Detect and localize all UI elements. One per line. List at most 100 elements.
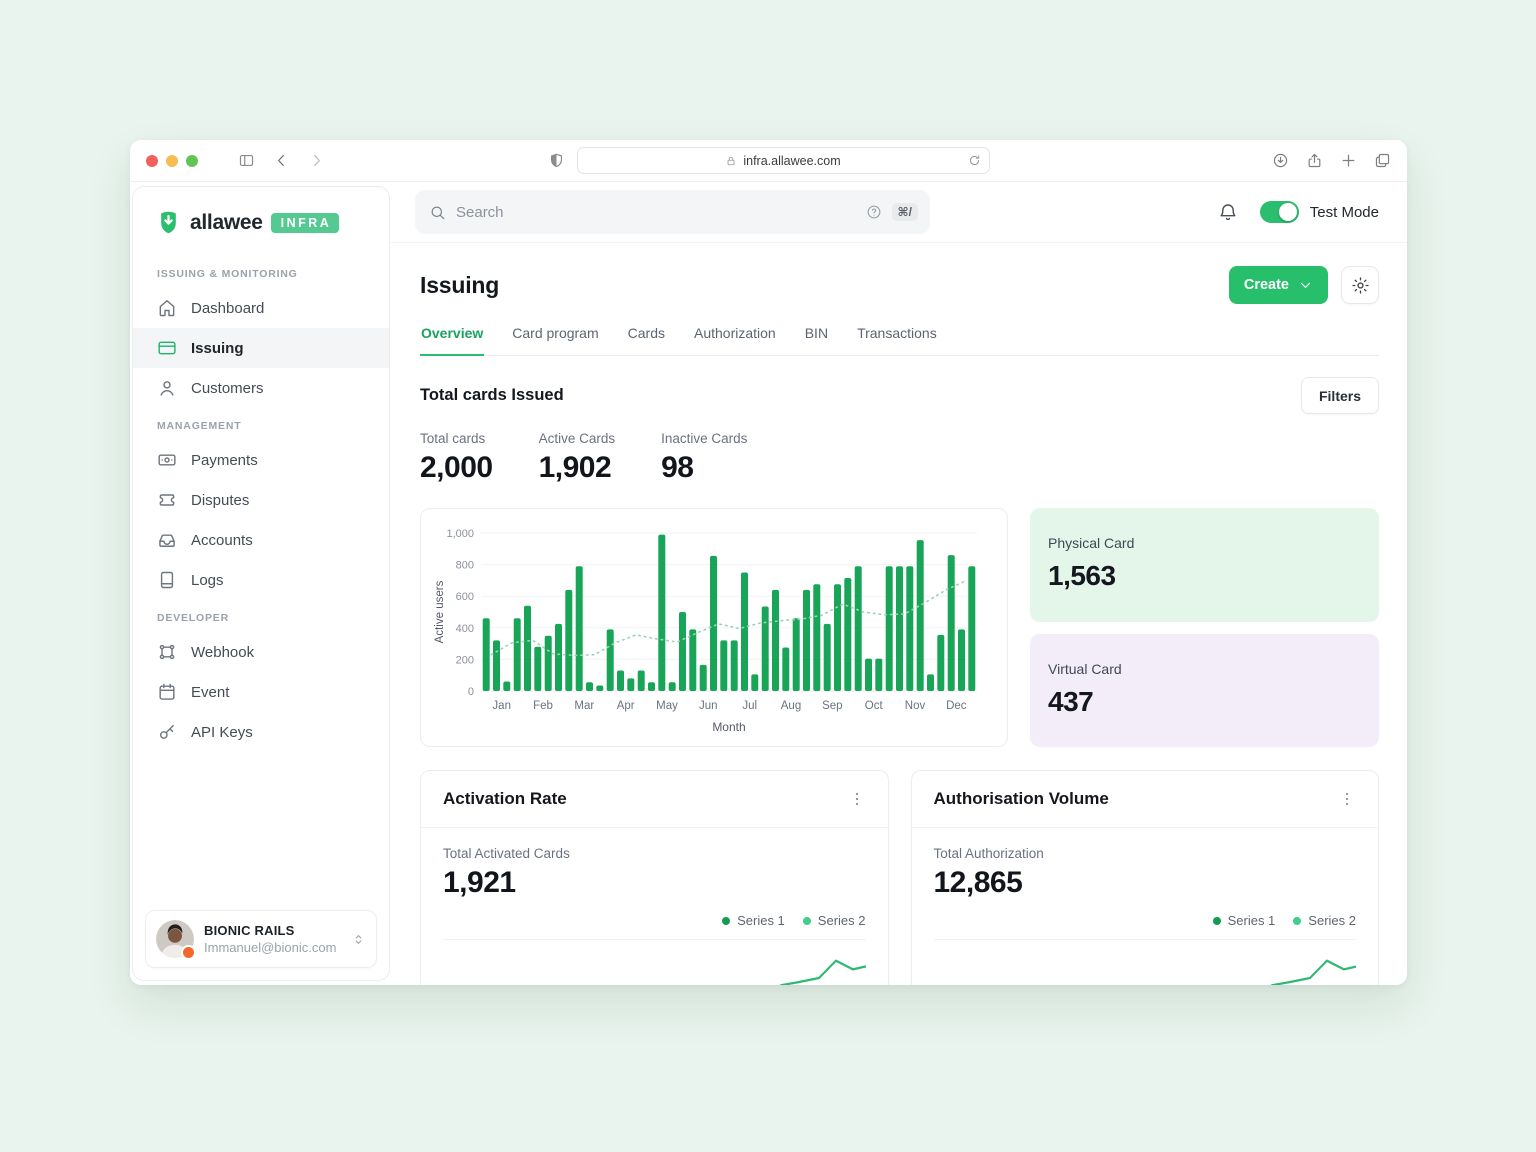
close-button[interactable] xyxy=(146,154,158,167)
zoom-button[interactable] xyxy=(186,154,198,167)
minimize-button[interactable] xyxy=(166,154,178,167)
test-mode-toggle[interactable]: Test Mode xyxy=(1259,201,1379,223)
toggle-track[interactable] xyxy=(1259,201,1299,223)
help-icon[interactable] xyxy=(866,204,882,220)
bar xyxy=(627,678,635,691)
page-content: Issuing Create Overview Card program Cards… xyxy=(390,243,1407,985)
card-menu-icon[interactable] xyxy=(1338,790,1356,808)
settings-button[interactable] xyxy=(1341,266,1379,304)
card-stat-label: Total Activated Cards xyxy=(443,846,570,861)
sidebar-item-webhook[interactable]: Webhook xyxy=(133,632,389,672)
bar xyxy=(617,670,624,691)
infra-badge: INFRA xyxy=(270,212,340,233)
address-bar[interactable]: infra.allawee.com xyxy=(576,147,990,174)
chevron-down-icon xyxy=(1298,278,1313,293)
stat-value: 1,902 xyxy=(538,451,612,484)
svg-text:Jan: Jan xyxy=(492,700,511,712)
downloads-icon[interactable] xyxy=(1272,152,1289,169)
bar xyxy=(896,566,903,691)
bar xyxy=(875,658,883,691)
card-menu-icon[interactable] xyxy=(848,790,866,808)
new-tab-icon[interactable] xyxy=(1340,152,1357,169)
tab-transactions[interactable]: Transactions xyxy=(857,325,937,341)
test-mode-label: Test Mode xyxy=(1309,203,1379,221)
bar xyxy=(544,635,552,691)
sidebar-item-label: Accounts xyxy=(191,531,253,549)
shortcut-badge: ⌘/ xyxy=(891,203,918,221)
browser-window: infra.allawee.com allawee INFRA ISSUING … xyxy=(130,140,1407,985)
stat-label: Active Cards xyxy=(538,431,616,446)
tab-overview[interactable]: Overview xyxy=(420,325,485,356)
bar xyxy=(575,566,583,691)
user-name: BIONIC RAILS xyxy=(204,923,295,938)
legend-label: Series 2 xyxy=(817,913,866,928)
sidebar-item-disputes[interactable]: Disputes xyxy=(133,480,389,520)
select-chevrons-icon xyxy=(351,932,366,947)
sidebar-nav: ISSUING & MONITORING Dashboard Issuing Cust… xyxy=(133,250,389,898)
bar xyxy=(513,618,521,691)
legend-label: Series 1 xyxy=(1227,913,1276,928)
privacy-shield-icon[interactable] xyxy=(548,152,565,169)
active-users-chart-card: 0 200 400 600 800 1,000 Active users Jan Feb Mar A… xyxy=(420,508,1008,747)
bar xyxy=(482,618,490,691)
bar xyxy=(741,572,748,691)
app-logo[interactable]: allawee INFRA xyxy=(133,187,389,250)
filters-button[interactable]: Filters xyxy=(1300,377,1379,414)
sidebar-item-api-keys[interactable]: API Keys xyxy=(133,712,389,752)
bar xyxy=(813,584,821,691)
sidebar-item-label: Issuing xyxy=(191,339,244,357)
chart-legend: Series 1 Series 2 xyxy=(934,913,1356,928)
sidebar-item-event[interactable]: Event xyxy=(133,672,389,712)
panel-label: Physical Card xyxy=(1048,535,1135,551)
card-authorisation-volume: Authorisation Volume Total Authorization… xyxy=(910,770,1379,985)
webhook-icon xyxy=(157,642,177,662)
sidebar-item-dashboard[interactable]: Dashboard xyxy=(133,288,389,328)
bar xyxy=(834,584,841,691)
search-input[interactable]: Search ⌘/ xyxy=(415,190,930,234)
forward-icon[interactable] xyxy=(308,152,325,169)
stat-total-cards: Total cards 2,000 xyxy=(420,431,493,485)
sidebar-section-label: DEVELOPER xyxy=(157,612,229,624)
bar xyxy=(751,674,759,691)
bar xyxy=(865,658,872,691)
notifications-bell-icon[interactable] xyxy=(1218,202,1238,222)
bar xyxy=(586,682,593,691)
bar xyxy=(637,670,645,691)
sparkline-chart xyxy=(779,959,866,985)
card-activation-rate: Activation Rate Total Activated Cards 1,… xyxy=(420,770,889,985)
bar xyxy=(968,566,976,691)
tab-bar: Overview Card program Cards Authorization BI… xyxy=(420,325,1379,356)
sidebar-item-accounts[interactable]: Accounts xyxy=(133,520,389,560)
bar xyxy=(958,629,965,691)
share-icon[interactable] xyxy=(1306,152,1323,169)
svg-text:Jul: Jul xyxy=(742,700,757,712)
stats-row: Total cards 2,000 Active Cards 1,902 Inact… xyxy=(420,431,1379,485)
tab-authorization[interactable]: Authorization xyxy=(694,325,776,341)
bar xyxy=(503,681,511,691)
search-icon xyxy=(429,204,446,221)
panel-value: 1,563 xyxy=(1048,560,1116,591)
tab-bin[interactable]: BIN xyxy=(804,325,829,341)
tab-cards[interactable]: Cards xyxy=(627,325,665,341)
svg-text:Feb: Feb xyxy=(533,700,553,712)
svg-text:Mar: Mar xyxy=(574,700,594,712)
sidebar-item-logs[interactable]: Logs xyxy=(133,560,389,600)
bar xyxy=(792,618,800,691)
sidebar: allawee INFRA ISSUING & MONITORING Dashbo… xyxy=(132,186,390,981)
bar xyxy=(658,534,666,691)
bar xyxy=(720,640,728,691)
sidebar-item-issuing[interactable]: Issuing xyxy=(133,328,389,368)
stat-value: 98 xyxy=(661,451,694,484)
stat-inactive-cards: Inactive Cards 98 xyxy=(661,431,747,485)
sidebar-item-customers[interactable]: Customers xyxy=(133,368,389,408)
sidebar-item-payments[interactable]: Payments xyxy=(133,440,389,480)
tab-overview-icon[interactable] xyxy=(1374,152,1391,169)
bar xyxy=(937,634,945,691)
reload-icon[interactable] xyxy=(968,154,981,167)
back-icon[interactable] xyxy=(273,152,290,169)
banknote-icon xyxy=(157,450,177,470)
tab-card-program[interactable]: Card program xyxy=(512,325,599,341)
sidebar-toggle-icon[interactable] xyxy=(238,152,255,169)
account-switcher[interactable]: BIONIC RAILS Immanuel@bionic.com xyxy=(145,910,377,968)
create-button[interactable]: Create xyxy=(1228,266,1328,304)
